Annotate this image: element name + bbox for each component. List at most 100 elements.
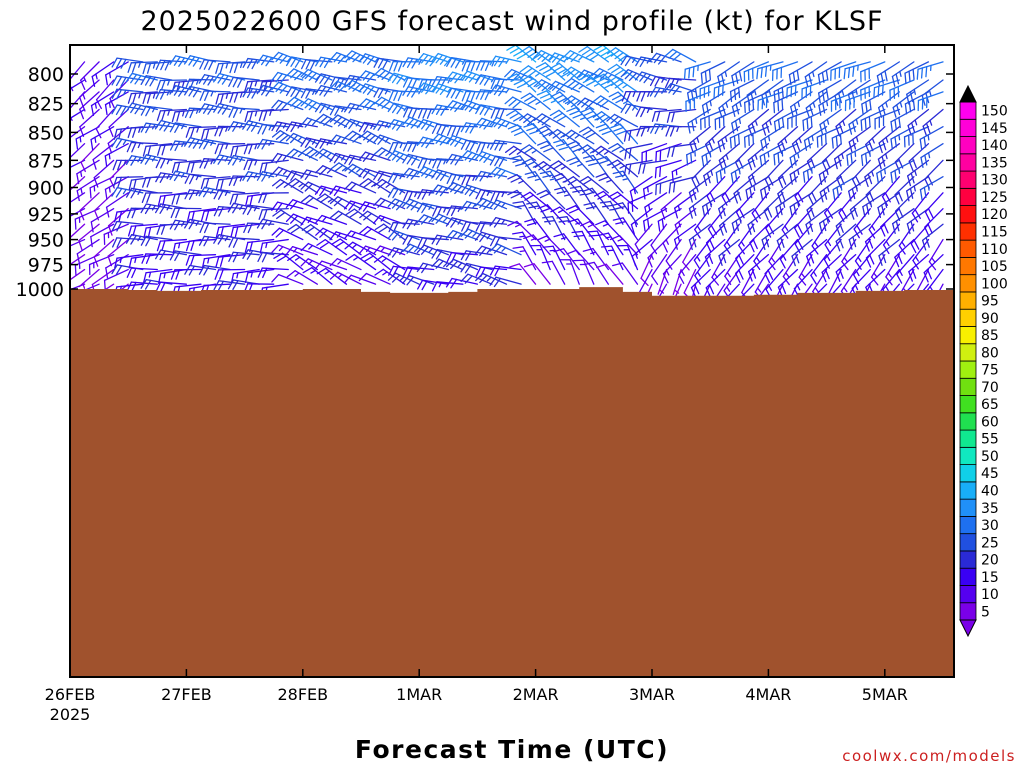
wind-barb (537, 140, 566, 161)
wind-barb (916, 61, 944, 80)
colorbar-swatch (959, 222, 977, 241)
wind-barb (107, 238, 129, 267)
wind-barb (70, 238, 86, 247)
wind-barb (243, 159, 275, 171)
colorbar-label: 75 (981, 363, 999, 379)
wind-barb (489, 84, 522, 97)
wind-barb (302, 267, 333, 285)
wind-barb (170, 207, 202, 219)
wind-barb (831, 126, 857, 149)
wind-barb (523, 123, 551, 145)
x-tick-label: 1MAR (396, 685, 442, 704)
wind-barb (860, 79, 886, 101)
wind-barb (798, 254, 813, 286)
wind-barb (718, 238, 740, 266)
wind-barb (571, 230, 595, 256)
wind-barb (198, 264, 231, 276)
wind-barb (108, 108, 129, 138)
wind-barb (402, 266, 435, 278)
wind-barb (566, 249, 595, 271)
x-tick-label: 28FEB (277, 685, 328, 704)
wind-barb (579, 74, 609, 93)
wind-barb (402, 274, 435, 286)
wind-barb (651, 254, 668, 285)
wind-barb (688, 223, 711, 251)
wind-barb (600, 245, 624, 271)
wind-barb (553, 139, 580, 161)
wind-barb (569, 185, 595, 210)
plot-frame (69, 44, 955, 678)
wind-barb (70, 192, 86, 204)
wind-barb (258, 208, 289, 221)
wind-barb (655, 143, 682, 163)
wind-barb (300, 242, 333, 256)
wind-barb (830, 61, 857, 81)
wind-barb (592, 145, 624, 161)
wind-barb (446, 173, 479, 185)
colorbar-label: 140 (981, 138, 1008, 154)
y-tick-label: 875 (28, 150, 64, 172)
wind-barb (719, 208, 740, 236)
colorbar-label: 25 (981, 535, 999, 551)
wind-barb (315, 165, 348, 178)
colorbar-swatch (959, 602, 977, 621)
wind-barb (70, 268, 86, 281)
wind-barb (79, 108, 100, 137)
wind-barb (894, 238, 915, 268)
colorbar-swatch (959, 291, 977, 310)
colorbar-label: 10 (981, 587, 999, 603)
wind-barb (803, 126, 828, 151)
wind-barb (870, 254, 886, 286)
terrain-area (70, 287, 954, 677)
wind-barb (431, 281, 464, 292)
wind-barb (643, 208, 668, 232)
wind-barb (300, 169, 333, 180)
wind-barb (111, 220, 144, 232)
wind-barb (155, 281, 188, 293)
x-tick-label: 2MAR (513, 685, 559, 704)
wind-barb (344, 130, 377, 145)
colorbar-swatch (959, 170, 977, 189)
wind-barb (608, 159, 639, 178)
wind-barb (416, 136, 449, 149)
wind-barb (329, 80, 362, 93)
wind-barb (315, 113, 348, 128)
colorbar-label: 20 (981, 553, 999, 569)
wind-barb (461, 60, 493, 72)
colorbar-label: 110 (981, 242, 1008, 258)
wind-barb (890, 126, 915, 150)
wind-barb (95, 79, 115, 110)
wind-barb (862, 192, 886, 218)
wind-barb (928, 238, 944, 271)
wind-barb (315, 56, 348, 69)
wind-barb (300, 117, 333, 128)
wind-barb (329, 185, 362, 197)
wind-barb (526, 201, 551, 225)
wind-barb (731, 61, 755, 87)
wind-barb (490, 108, 522, 119)
wind-barb (300, 88, 333, 99)
wind-barb (565, 205, 595, 225)
wind-barb (664, 83, 697, 95)
wind-barb (460, 250, 493, 261)
wind-barb (271, 99, 304, 112)
colorbar-label: 150 (981, 104, 1008, 120)
wind-barb (904, 61, 930, 84)
colorbar-swatch (959, 481, 977, 500)
wind-barb (329, 231, 362, 241)
y-tick-label: 950 (28, 230, 64, 252)
wind-barb (654, 159, 682, 179)
wind-barb (417, 158, 449, 169)
wind-barb (717, 61, 740, 87)
wind-barb (111, 187, 144, 198)
wind-barb (912, 238, 930, 270)
wind-barb (402, 86, 435, 98)
wind-barb (865, 238, 886, 268)
wind-barb (460, 100, 493, 113)
wind-barb (536, 235, 566, 256)
wind-barb (316, 267, 348, 285)
wind-barb (642, 176, 668, 200)
wind-barb (273, 252, 304, 271)
wind-barb (213, 189, 246, 200)
wind-barb (373, 178, 406, 194)
